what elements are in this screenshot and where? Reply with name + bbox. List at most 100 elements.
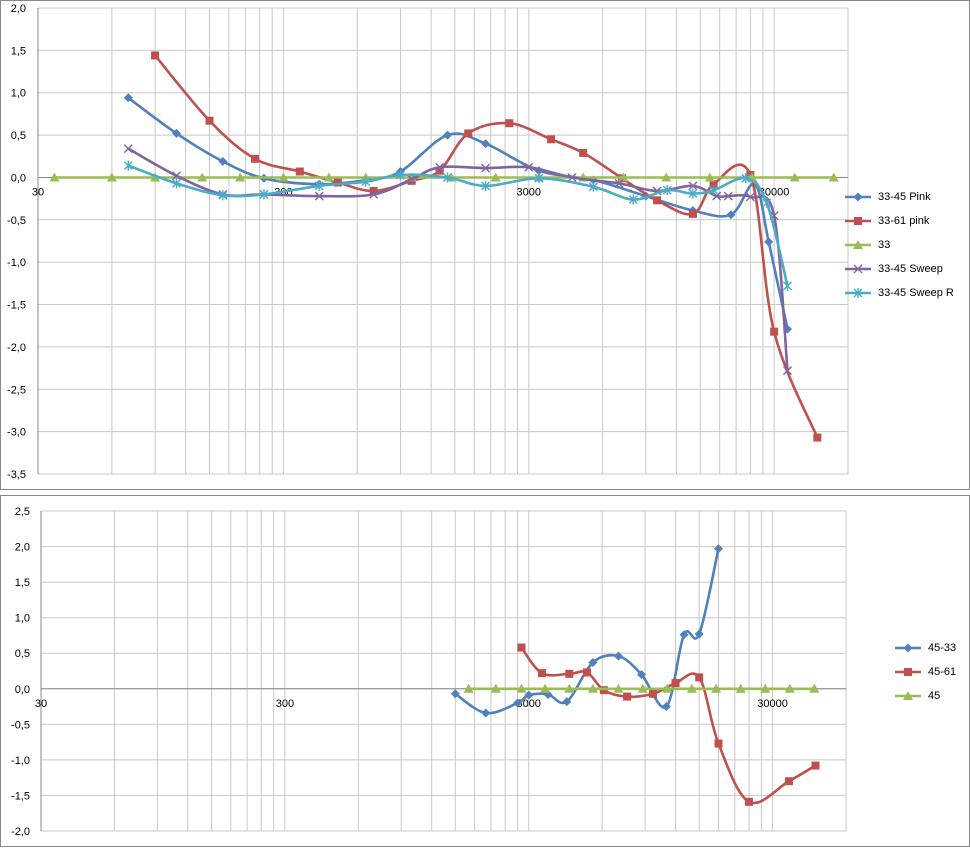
- data-point: [151, 51, 160, 60]
- data-point: [599, 686, 608, 695]
- data-point: [171, 128, 181, 138]
- data-point: [613, 683, 624, 693]
- legend-item: 33-45 Sweep: [844, 257, 954, 281]
- y-tick-label: 0,5: [15, 648, 30, 660]
- data-point: [435, 166, 444, 175]
- data-point: [505, 119, 514, 128]
- data-point: [123, 160, 133, 171]
- data-point: [653, 196, 662, 205]
- data-point: [582, 668, 591, 677]
- series-45: [463, 683, 820, 693]
- data-point: [537, 669, 546, 678]
- y-tick-label: 0,0: [15, 684, 30, 696]
- y-tick-label: 2,0: [15, 542, 30, 554]
- data-point: [661, 172, 672, 182]
- y-tick-label: -1,5: [7, 300, 26, 312]
- data-point: [614, 178, 624, 188]
- data-point: [278, 172, 289, 182]
- data-point: [197, 172, 208, 182]
- data-point: [711, 683, 722, 693]
- data-point: [811, 761, 820, 770]
- data-point: [686, 683, 697, 693]
- y-tick-label: -2,5: [7, 384, 26, 396]
- series-45-61: [517, 643, 820, 806]
- data-point: [744, 797, 753, 806]
- data-point: [809, 683, 820, 693]
- x-tick-label: 30000: [757, 698, 788, 710]
- y-tick-label: 1,0: [11, 88, 26, 100]
- legend-item: 45-61: [894, 660, 956, 684]
- data-point: [565, 669, 574, 678]
- legend-item: 33: [844, 233, 954, 257]
- x-tick-label: 300: [276, 698, 294, 710]
- y-tick-label: -0,5: [7, 215, 26, 227]
- legend-label: 45-61: [928, 666, 957, 678]
- y-tick-label: -2,0: [11, 826, 30, 838]
- chart-bottom: 2,5 2,0 1,5 1,0 0,5 0,0 -0,5 -1,0 -1,5 -2,0 30 300 3…: [0, 495, 970, 847]
- legend-swatch: [845, 192, 871, 202]
- data-point: [314, 180, 324, 191]
- legend-label: 33: [878, 239, 891, 251]
- data-point: [218, 156, 228, 166]
- data-point: [679, 630, 689, 640]
- data-point: [251, 154, 260, 163]
- data-point: [723, 191, 733, 201]
- series-33-45-sweep-r: [123, 160, 792, 291]
- data-point: [713, 544, 723, 554]
- data-point: [579, 148, 588, 157]
- series-line: [127, 164, 789, 287]
- series-33-61-pink: [151, 51, 822, 442]
- data-point: [463, 683, 474, 693]
- data-point: [295, 167, 304, 176]
- data-point: [760, 683, 771, 693]
- legend-item: 45-33: [894, 636, 956, 660]
- data-point: [369, 189, 379, 199]
- y-tick-label: 2,5: [15, 506, 30, 518]
- data-point: [688, 209, 697, 218]
- data-point: [481, 139, 491, 149]
- data-point: [333, 178, 342, 187]
- data-point: [171, 178, 181, 189]
- data-point: [741, 173, 751, 184]
- data-point: [588, 181, 598, 192]
- data-point: [704, 172, 715, 182]
- legend-item: 33-45 Pink: [844, 185, 954, 209]
- y-tick-label: -3,0: [7, 427, 26, 439]
- y-tick-label: 1,5: [15, 577, 30, 589]
- data-point: [587, 683, 598, 693]
- data-point: [490, 172, 501, 182]
- data-point: [547, 135, 556, 144]
- legend-swatch: [845, 264, 871, 274]
- data-point: [662, 683, 673, 693]
- x-tick-label: 30: [32, 187, 44, 199]
- data-point: [661, 702, 671, 712]
- data-point: [407, 174, 417, 184]
- data-point: [443, 172, 453, 183]
- data-point: [745, 192, 755, 202]
- data-point: [369, 187, 378, 196]
- data-point: [764, 237, 774, 247]
- data-point: [714, 739, 723, 748]
- data-point: [671, 679, 680, 688]
- data-point: [746, 170, 755, 179]
- data-point: [726, 210, 736, 220]
- data-point: [613, 651, 623, 661]
- chart-frame: [0, 0, 970, 490]
- data-point: [516, 683, 527, 693]
- data-point: [524, 690, 534, 700]
- legend-swatch: [895, 643, 921, 653]
- legend-label: 45: [928, 690, 941, 702]
- data-point: [259, 189, 269, 200]
- data-point: [564, 683, 575, 693]
- data-point: [688, 188, 698, 199]
- data-point: [534, 173, 544, 184]
- legend-item: 45: [894, 684, 956, 708]
- data-point: [540, 683, 551, 693]
- data-point: [709, 185, 719, 196]
- legend-top: 33-45 Pink 33-61 pink 33 33-45 Sweep 33-45 S…: [844, 185, 954, 305]
- data-point: [361, 176, 371, 187]
- y-tick-label: 1,0: [15, 613, 30, 625]
- data-point: [618, 172, 629, 182]
- data-point: [218, 190, 228, 201]
